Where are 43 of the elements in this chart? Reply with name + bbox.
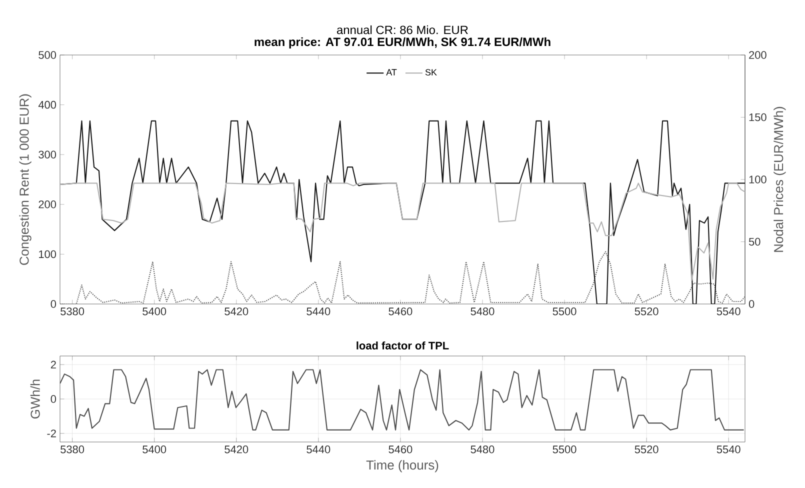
y-tick-label: 200 [38, 200, 56, 208]
x-tick-label: 5520 [634, 446, 658, 454]
y-tick-label: 0 [50, 395, 56, 403]
x-tick-label: 5500 [552, 308, 576, 316]
chart-subtitle: mean price: AT 97.01 EUR/MWh, SK 91.74 EUR/MWh [254, 37, 550, 48]
x-tick-label: 5500 [552, 446, 576, 454]
line-series [60, 251, 746, 304]
x-tick-label: 5480 [470, 308, 494, 316]
chart-title: annual CR: 86 Mio. EUR [337, 25, 468, 34]
legend-label: SK [425, 69, 437, 76]
y2-tick-label: 50 [748, 238, 760, 246]
line-series [60, 182, 746, 281]
x-tick-label: 5520 [634, 308, 658, 316]
x-tick-label: 5460 [388, 308, 412, 316]
x-tick-label: 5380 [60, 308, 84, 316]
y-axis-title: GWh/h [30, 380, 40, 418]
x-tick-label: 5460 [388, 446, 412, 454]
x-tick-label: 5380 [60, 446, 84, 454]
x-tick-label: 5540 [716, 446, 740, 454]
y-tick-label: -2 [47, 430, 56, 438]
y-tick-label: 100 [39, 250, 56, 258]
chart-title: load factor of TPL [356, 341, 449, 350]
x-tick-label: 5440 [306, 446, 330, 454]
y-tick-label: 0 [50, 300, 56, 308]
y-tick-label: 400 [38, 100, 56, 109]
x-tick-label: 5540 [716, 308, 740, 316]
y2-tick-label: 150 [749, 113, 766, 122]
legend-label: AT [386, 69, 397, 76]
x-tick-label: 5440 [306, 308, 330, 316]
x-axis-title: Time (hours) [366, 460, 438, 472]
y2-tick-label: 200 [749, 51, 766, 59]
x-tick-label: 5420 [224, 446, 248, 454]
x-tick-label: 5420 [224, 308, 248, 316]
y2-tick-label: 0 [748, 300, 754, 308]
x-tick-label: 5480 [470, 446, 494, 454]
x-tick-label: 5400 [142, 446, 166, 454]
y2-axis-title: Nodal Prices (EUR/MWh) [774, 106, 786, 252]
y-tick-label: 500 [38, 51, 56, 59]
y-axis-title: Congestion Rent (1 000 EUR) [19, 94, 32, 265]
y-tick-label: 2 [50, 360, 56, 368]
x-tick-label: 5400 [142, 308, 166, 316]
y-tick-label: 300 [38, 150, 56, 158]
y2-tick-label: 100 [749, 176, 766, 184]
